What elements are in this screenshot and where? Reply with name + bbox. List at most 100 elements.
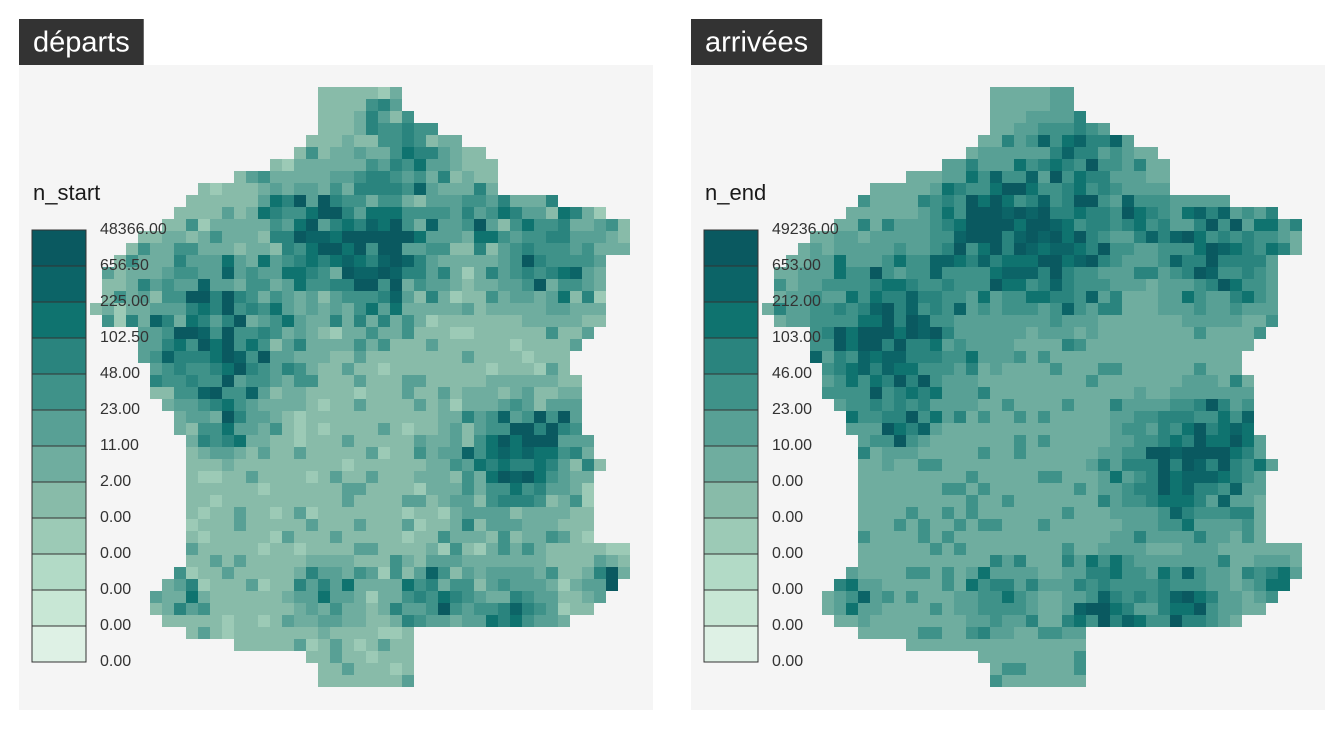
map-cell [846, 615, 858, 627]
map-cell [942, 435, 954, 447]
map-cell [234, 447, 246, 459]
map-cell [1182, 387, 1194, 399]
map-cell [882, 435, 894, 447]
map-cell [582, 591, 594, 603]
map-cell [1110, 423, 1122, 435]
map-cell [330, 459, 342, 471]
map-cell [558, 435, 570, 447]
map-cell [378, 627, 390, 639]
map-cell [582, 495, 594, 507]
map-cell [474, 351, 486, 363]
map-cell [1038, 267, 1050, 279]
map-cell [1254, 579, 1266, 591]
map-cell [318, 483, 330, 495]
map-cell [1158, 159, 1170, 171]
map-cell [966, 303, 978, 315]
map-cell [210, 495, 222, 507]
map-cell [510, 207, 522, 219]
map-cell [966, 435, 978, 447]
map-cell [1086, 399, 1098, 411]
map-cell [522, 435, 534, 447]
map-cell [1134, 579, 1146, 591]
map-cell [930, 207, 942, 219]
map-cell [1062, 291, 1074, 303]
map-cell [438, 183, 450, 195]
map-cell [1050, 171, 1062, 183]
map-cell [1002, 543, 1014, 555]
map-cell [174, 567, 186, 579]
map-cell [426, 351, 438, 363]
map-cell [1014, 279, 1026, 291]
map-cell [414, 171, 426, 183]
map-cell [1122, 195, 1134, 207]
map-cell [1074, 339, 1086, 351]
map-cell [306, 411, 318, 423]
map-cell [570, 279, 582, 291]
map-cell [342, 339, 354, 351]
map-cell [138, 327, 150, 339]
map-cell [330, 507, 342, 519]
map-cell [378, 291, 390, 303]
map-cell [1026, 519, 1038, 531]
map-cell [258, 639, 270, 651]
map-cell [942, 291, 954, 303]
map-cell [846, 303, 858, 315]
map-cell [798, 315, 810, 327]
map-cell [822, 315, 834, 327]
map-cell [1206, 411, 1218, 423]
map-cell [522, 195, 534, 207]
map-cell [918, 543, 930, 555]
map-cell [474, 471, 486, 483]
map-cell [306, 591, 318, 603]
map-cell [162, 327, 174, 339]
map-cell [354, 147, 366, 159]
map-cell [1242, 603, 1254, 615]
map-cell [210, 363, 222, 375]
map-cell [1134, 495, 1146, 507]
map-cell [894, 279, 906, 291]
map-cell [366, 231, 378, 243]
map-cell [258, 423, 270, 435]
map-cell [366, 519, 378, 531]
map-cell [1062, 471, 1074, 483]
map-cell [354, 279, 366, 291]
map-cell [210, 399, 222, 411]
map-cell [354, 471, 366, 483]
map-cell [1266, 567, 1278, 579]
map-cell [810, 315, 822, 327]
map-cell [414, 267, 426, 279]
map-cell [498, 315, 510, 327]
map-cell [990, 207, 1002, 219]
map-cell [378, 483, 390, 495]
map-cell [306, 267, 318, 279]
map-cell [966, 459, 978, 471]
map-cell [234, 231, 246, 243]
map-cell [1062, 279, 1074, 291]
map-cell [438, 519, 450, 531]
map-cell [342, 651, 354, 663]
map-cell [1026, 195, 1038, 207]
map-cell [1218, 375, 1230, 387]
map-cell [150, 351, 162, 363]
map-cell [294, 303, 306, 315]
map-cell [1038, 579, 1050, 591]
map-cell [894, 339, 906, 351]
map-cell [894, 303, 906, 315]
map-cell [894, 495, 906, 507]
map-cell [258, 399, 270, 411]
map-cell [1134, 519, 1146, 531]
map-cell [906, 507, 918, 519]
map-cell [462, 231, 474, 243]
map-cell [1002, 603, 1014, 615]
map-cell [858, 327, 870, 339]
map-cell [774, 315, 786, 327]
map-cell [1122, 339, 1134, 351]
map-cell [330, 99, 342, 111]
map-cell [930, 339, 942, 351]
map-cell [282, 327, 294, 339]
map-cell [774, 291, 786, 303]
map-cell [558, 615, 570, 627]
map-cell [1146, 399, 1158, 411]
map-cell [210, 339, 222, 351]
map-cell [918, 615, 930, 627]
